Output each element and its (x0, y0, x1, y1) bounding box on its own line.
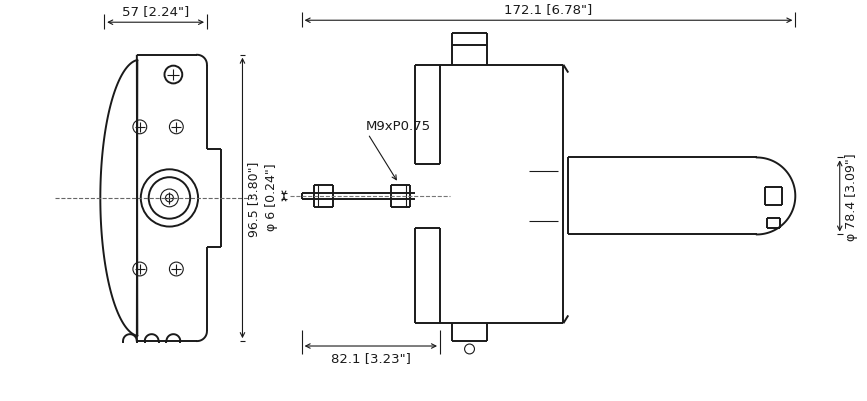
Text: 82.1 [3.23"]: 82.1 [3.23"] (331, 351, 411, 364)
Text: φ 6 [0.24"]: φ 6 [0.24"] (265, 163, 278, 230)
Text: 57 [2.24"]: 57 [2.24"] (122, 5, 189, 18)
Text: φ 78.4 [3.09"]: φ 78.4 [3.09"] (844, 153, 857, 240)
Text: 96.5 [3.80"]: 96.5 [3.80"] (247, 161, 260, 236)
Text: 172.1 [6.78"]: 172.1 [6.78"] (505, 3, 593, 16)
Text: M9xP0.75: M9xP0.75 (366, 119, 431, 132)
